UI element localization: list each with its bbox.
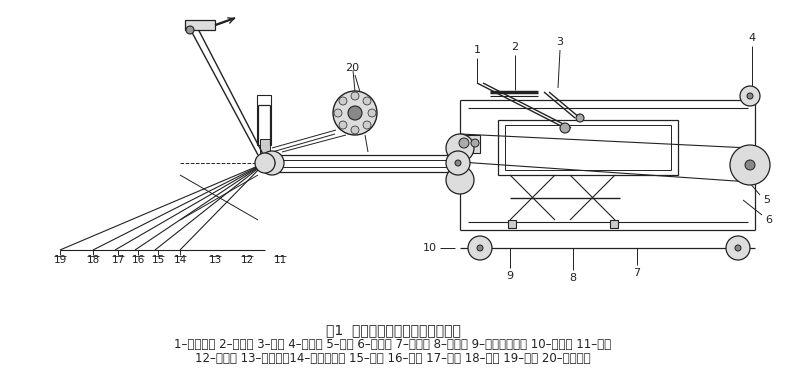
Bar (348, 95, 362, 105)
Bar (505, 125, 671, 170)
Circle shape (348, 106, 362, 120)
Circle shape (471, 139, 479, 147)
Circle shape (368, 109, 376, 117)
Text: 16: 16 (131, 255, 145, 265)
Text: 1–驱动电机 2–吸袋缸 3–吸盘 4–传送轮 5–袋仓 6–传送带 7–升降机 8–油气缸 9–袋仓切换气缸 10–从动轮 11–电机: 1–驱动电机 2–吸袋缸 3–吸盘 4–传送轮 5–袋仓 6–传送带 7–升降机… (175, 338, 611, 352)
Circle shape (740, 86, 760, 106)
Circle shape (459, 138, 469, 148)
Text: 14: 14 (173, 255, 187, 265)
Text: 15: 15 (151, 255, 164, 265)
Circle shape (446, 134, 474, 162)
Text: 7: 7 (634, 268, 641, 278)
Text: 5: 5 (763, 195, 770, 205)
Circle shape (560, 123, 570, 133)
Circle shape (730, 145, 770, 185)
Circle shape (735, 245, 741, 251)
Text: 3: 3 (556, 37, 563, 47)
Text: 17: 17 (112, 255, 124, 265)
Circle shape (351, 126, 359, 134)
Circle shape (745, 160, 755, 170)
Text: 13: 13 (209, 255, 222, 265)
Text: 11: 11 (273, 255, 286, 265)
Circle shape (363, 97, 371, 105)
Text: 2: 2 (512, 42, 519, 52)
Bar (185, 20, 215, 30)
Circle shape (477, 245, 483, 251)
Circle shape (351, 92, 359, 100)
Circle shape (446, 166, 474, 194)
Circle shape (186, 26, 194, 34)
Text: 4: 4 (748, 33, 756, 43)
Circle shape (446, 151, 470, 175)
Bar (257, 95, 271, 145)
Circle shape (260, 151, 284, 175)
Text: 12–导向板 13–传送链条14–压辊定位轮 15–气缸 16–夹手 17–气缸 18–转臂 19–气缸 20–主驱动轮: 12–导向板 13–传送链条14–压辊定位轮 15–气缸 16–夹手 17–气缸… (195, 352, 591, 365)
Bar (458, 135, 480, 153)
Text: 19: 19 (54, 255, 67, 265)
Circle shape (455, 160, 461, 166)
Text: 9: 9 (507, 271, 514, 281)
Circle shape (269, 160, 275, 166)
Bar (498, 120, 678, 175)
Text: 图1  自动送袋装置机械结构原理图: 图1 自动送袋装置机械结构原理图 (326, 323, 460, 337)
Text: 1: 1 (474, 45, 481, 55)
Circle shape (747, 93, 753, 99)
Bar (260, 139, 270, 155)
Bar (508, 220, 516, 228)
Circle shape (363, 121, 371, 129)
Text: 10: 10 (423, 243, 437, 253)
Circle shape (468, 236, 492, 260)
Circle shape (333, 91, 377, 135)
Circle shape (334, 109, 342, 117)
Text: 8: 8 (570, 273, 577, 283)
Text: 12: 12 (240, 255, 253, 265)
Circle shape (339, 97, 347, 105)
Circle shape (576, 114, 584, 122)
Text: 6: 6 (766, 215, 773, 225)
Circle shape (339, 121, 347, 129)
Circle shape (255, 153, 275, 173)
Text: 18: 18 (87, 255, 100, 265)
Bar (610, 220, 618, 228)
Text: 20: 20 (345, 63, 359, 73)
Circle shape (726, 236, 750, 260)
